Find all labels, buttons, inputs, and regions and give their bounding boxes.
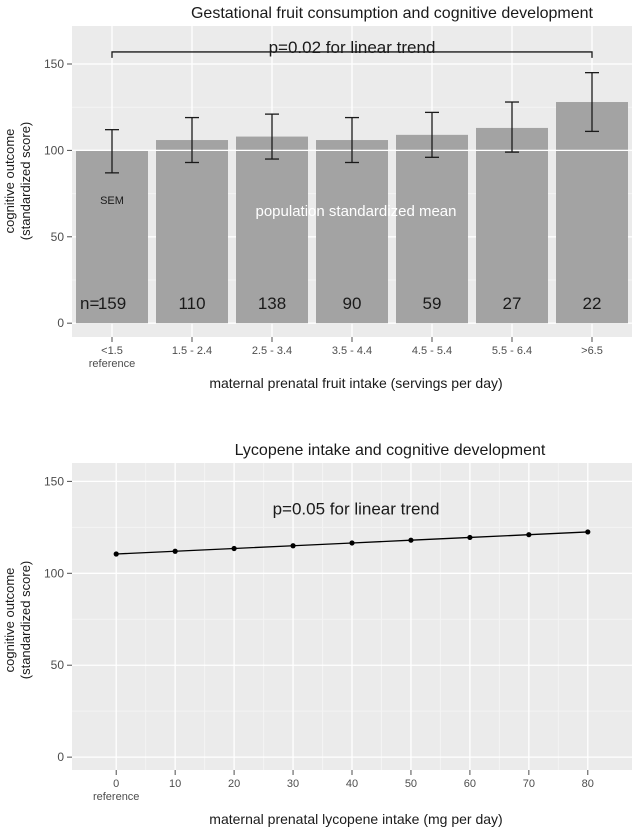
bar-3 (316, 140, 388, 324)
data-point-4 (349, 540, 355, 546)
x-tick-label: 80 (582, 778, 594, 790)
trend-bracket-line (111, 51, 593, 58)
sample-size-6: 22 (583, 294, 602, 313)
data-point-5 (408, 537, 414, 543)
lycopene-chart-y-axis: 0 50 100 150 (44, 474, 72, 764)
lycopene-data-points (113, 529, 591, 557)
fruit-chart-title: Gestational fruit consumption and cognit… (191, 5, 594, 22)
fruit-chart-y-label-line2: (standardized score) (18, 122, 33, 241)
error-bar-3 (345, 116, 359, 164)
data-point-0 (113, 551, 119, 557)
x-tick-label: 60 (464, 778, 476, 790)
error-bar-0 (105, 129, 119, 174)
x-tick-sublabel: reference (93, 791, 139, 803)
error-bar-5 (505, 101, 519, 153)
bar-0 (76, 150, 148, 324)
fruit-chart: p=0.02 for linear trend SEM population s… (2, 5, 632, 391)
y-tick-label: 50 (51, 230, 65, 244)
bar-4 (396, 134, 468, 324)
y-tick-label: 100 (44, 143, 64, 157)
reference-mean-label: population standardized mean (256, 203, 457, 220)
sample-size-labels: 159 110 138 90 59 27 22 (98, 294, 602, 313)
data-point-1 (172, 548, 178, 554)
lycopene-chart-title: Lycopene intake and cognitive developmen… (235, 442, 546, 459)
fruit-trend-bracket (111, 51, 593, 58)
y-tick-label: 0 (57, 750, 64, 764)
y-tick-label: 100 (44, 566, 64, 580)
y-tick-label: 0 (57, 316, 64, 330)
data-point-7 (526, 532, 532, 538)
sample-size-1: 110 (178, 294, 205, 313)
lycopene-chart-x-label: maternal prenatal lycopene intake (mg pe… (209, 811, 502, 827)
x-tick-label: 1.5 - 2.4 (172, 345, 212, 357)
fruit-trend-label: p=0.02 for linear trend (269, 38, 436, 57)
x-tick-label: 0 (113, 778, 119, 790)
lycopene-chart-y-label-line1: cognitive outcome (2, 568, 17, 673)
fruit-chart-y-axis: 0 50 100 150 (44, 57, 72, 330)
x-tick-label: 5.5 - 6.4 (492, 345, 532, 357)
data-point-8 (585, 529, 591, 535)
y-tick-label: 50 (51, 658, 65, 672)
sample-size-2: 138 (258, 294, 286, 313)
data-point-6 (467, 534, 473, 541)
sample-size-0: 159 (98, 294, 126, 313)
x-tick-sublabel: reference (89, 358, 135, 370)
x-tick-label: 2.5 - 3.4 (252, 345, 292, 357)
y-tick-label: 150 (44, 474, 64, 488)
data-point-3 (290, 543, 296, 549)
x-tick-label: 20 (228, 778, 240, 790)
error-bar-6 (585, 72, 599, 133)
bar-1 (156, 140, 228, 324)
fruit-chart-error-bars (105, 72, 599, 174)
x-tick-label: 40 (346, 778, 358, 790)
sample-size-3: 90 (343, 294, 362, 313)
lycopene-chart-y-label-line2: (standardized score) (18, 561, 33, 680)
data-point-2 (231, 545, 237, 552)
n-label: n= (80, 294, 99, 313)
x-tick-label: 3.5 - 4.4 (332, 345, 372, 357)
error-bar-4 (425, 111, 439, 158)
x-tick-label: 10 (169, 778, 181, 790)
x-tick-label: >6.5 (581, 345, 603, 357)
x-tick-label: <1.5 (101, 345, 123, 357)
x-tick-label: 4.5 - 5.4 (412, 345, 452, 357)
y-tick-label: 150 (44, 57, 64, 71)
fruit-chart-bars (76, 102, 628, 324)
lycopene-trend-label: p=0.05 for linear trend (273, 499, 440, 518)
fruit-chart-x-label: maternal prenatal fruit intake (servings… (209, 375, 502, 391)
bar-5 (476, 127, 548, 324)
x-tick-label: 50 (405, 778, 417, 790)
sem-label: SEM (100, 195, 124, 207)
x-tick-label: 70 (523, 778, 535, 790)
error-bar-1 (185, 116, 199, 164)
x-tick-label: 30 (287, 778, 299, 790)
error-bar-2 (265, 113, 279, 160)
bar-6 (556, 102, 628, 324)
fruit-chart-y-label-line1: cognitive outcome (2, 129, 17, 234)
sample-size-4: 59 (423, 294, 442, 313)
bar-2 (236, 136, 308, 324)
lycopene-chart-gridlines (72, 463, 632, 770)
sample-size-5: 27 (503, 294, 522, 313)
